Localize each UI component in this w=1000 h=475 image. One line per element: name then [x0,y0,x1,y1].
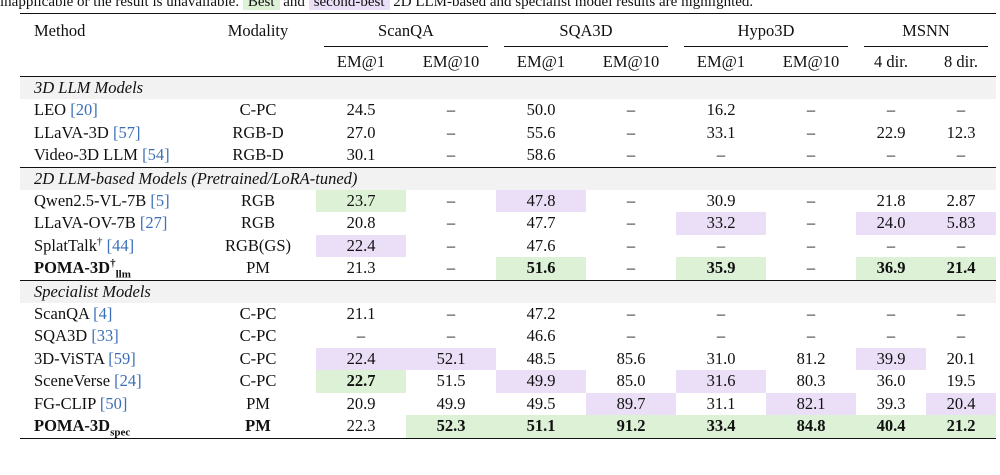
modality-cell: C-PC [239,348,277,368]
caption-and: and [283,0,305,10]
method-cell: SceneVerse [24] [34,371,142,391]
table-row-ours: POMA-3D†llm PM 21.3–51.6–35.9–36.9 21.4 [20,257,996,281]
header-row-metrics: EM@1 EM@10 EM@1 EM@10 EM@1 EM@10 4 dir. … [20,48,996,77]
results-table: Method Modality ScanQA SQA3D Hypo3D MSNN… [20,13,996,439]
caption-suffix: 2D LLM-based and specialist model result… [393,0,754,10]
header-metric: EM@1 [696,52,746,71]
table-row: LLaVA-OV-7B [27] RGB 20.8–47.7–33.2–24.0… [20,212,996,235]
table-row: SQA3D [33] C-PC – –46.6– – – – – [20,325,996,347]
caption-best-label: Best [242,0,280,10]
modality-cell: C-PC [239,371,277,391]
method-cell: LEO [20] [34,100,98,120]
header-group-msnn: MSNN [856,13,996,48]
method-cell: POMA-3D†llm [34,257,131,281]
table-row: 3D-ViSTA [59] C-PC 22.4 52.1 48.5 85.6 31.0 8… [20,347,996,371]
header-metric: 8 dir. [944,52,978,71]
header-group-sqa3d: SQA3D [496,13,676,48]
header-row-groups: Method Modality ScanQA SQA3D Hypo3D MSNN [20,13,996,77]
header-metric: EM@10 [602,52,660,71]
modality-cell: C-PC [239,100,277,120]
section-header: 2D LLM-based Models (Pretrained/LoRA-tun… [20,166,996,191]
modality-cell: RGB(GS) [224,235,291,255]
modality-cell: C-PC [239,304,277,324]
table-row: Video-3D LLM [54] RGB-D 30.1–58.6– – – – – [20,144,996,167]
table-row: SplatTalk† [44] RGB(GS) 22.4–47.6– – – – – [20,234,996,258]
table-row-ours: POMA-3Dspec PM 22.3 52.3 51.1 91.2 33.4 84.8 4… [20,415,996,439]
table-row: LLaVA-3D [57] RGB-D 27.0–55.6–33.1–22.9 1… [20,122,996,144]
header-metric: EM@1 [516,52,566,71]
method-cell: 3D-ViSTA [59] [34,348,136,368]
header-modality: Modality [200,13,316,77]
header-metric: 4 dir. [874,52,908,71]
section-header: 3D LLM Models [20,76,996,100]
header-metric: EM@10 [782,52,840,71]
modality-cell: C-PC [239,326,277,346]
method-cell: SQA3D [33] [34,326,119,346]
modality-cell: RGB [241,191,275,211]
header-group-scanqa: ScanQA [316,13,496,48]
table-row: FG-CLIP [50] PM 20.9 49.9 49.5 89.7 31.1 82.1… [20,392,996,416]
modality-cell: PM [246,393,270,413]
method-cell: SplatTalk† [44] [34,235,135,255]
method-cell: FG-CLIP [50] [34,393,128,413]
table-row: ScanQA [4] C-PC 21.1–47.2– – – – – [20,303,996,325]
modality-cell: PM [246,258,270,278]
modality-cell: RGB [241,213,275,233]
table-row: SceneVerse [24] C-PC 22.7 51.5 49.9 85.0 31.… [20,370,996,393]
modality-cell: RGB-D [232,145,284,165]
modality-cell: PM [200,415,316,439]
section-header: Specialist Models [20,279,996,304]
table-row: LEO [20] C-PC 24.5–50.0–16.2– – – [20,99,996,121]
header-method: Method [20,13,200,77]
header-metric: EM@1 [336,52,386,71]
method-cell: LLaVA-OV-7B [27] [34,213,168,233]
table-row: Qwen2.5-VL-7B [5] RGB 23.7–47.8–30.9–21.… [20,190,996,213]
modality-cell: RGB-D [232,122,284,142]
header-group-hypo3d: Hypo3D [676,13,856,48]
method-cell: Qwen2.5-VL-7B [5] [34,191,170,211]
caption-prefix: inapplicable or the result is unavailabl… [0,0,240,10]
method-cell: POMA-3Dspec [20,415,200,439]
method-cell: Video-3D LLM [54] [34,145,170,165]
method-cell: ScanQA [4] [34,304,113,324]
header-metric: EM@10 [422,52,480,71]
method-cell: LLaVA-3D [57] [34,122,141,142]
table-caption: inapplicable or the result is unavailabl… [0,0,1000,10]
caption-second-label: second-best [308,0,390,10]
